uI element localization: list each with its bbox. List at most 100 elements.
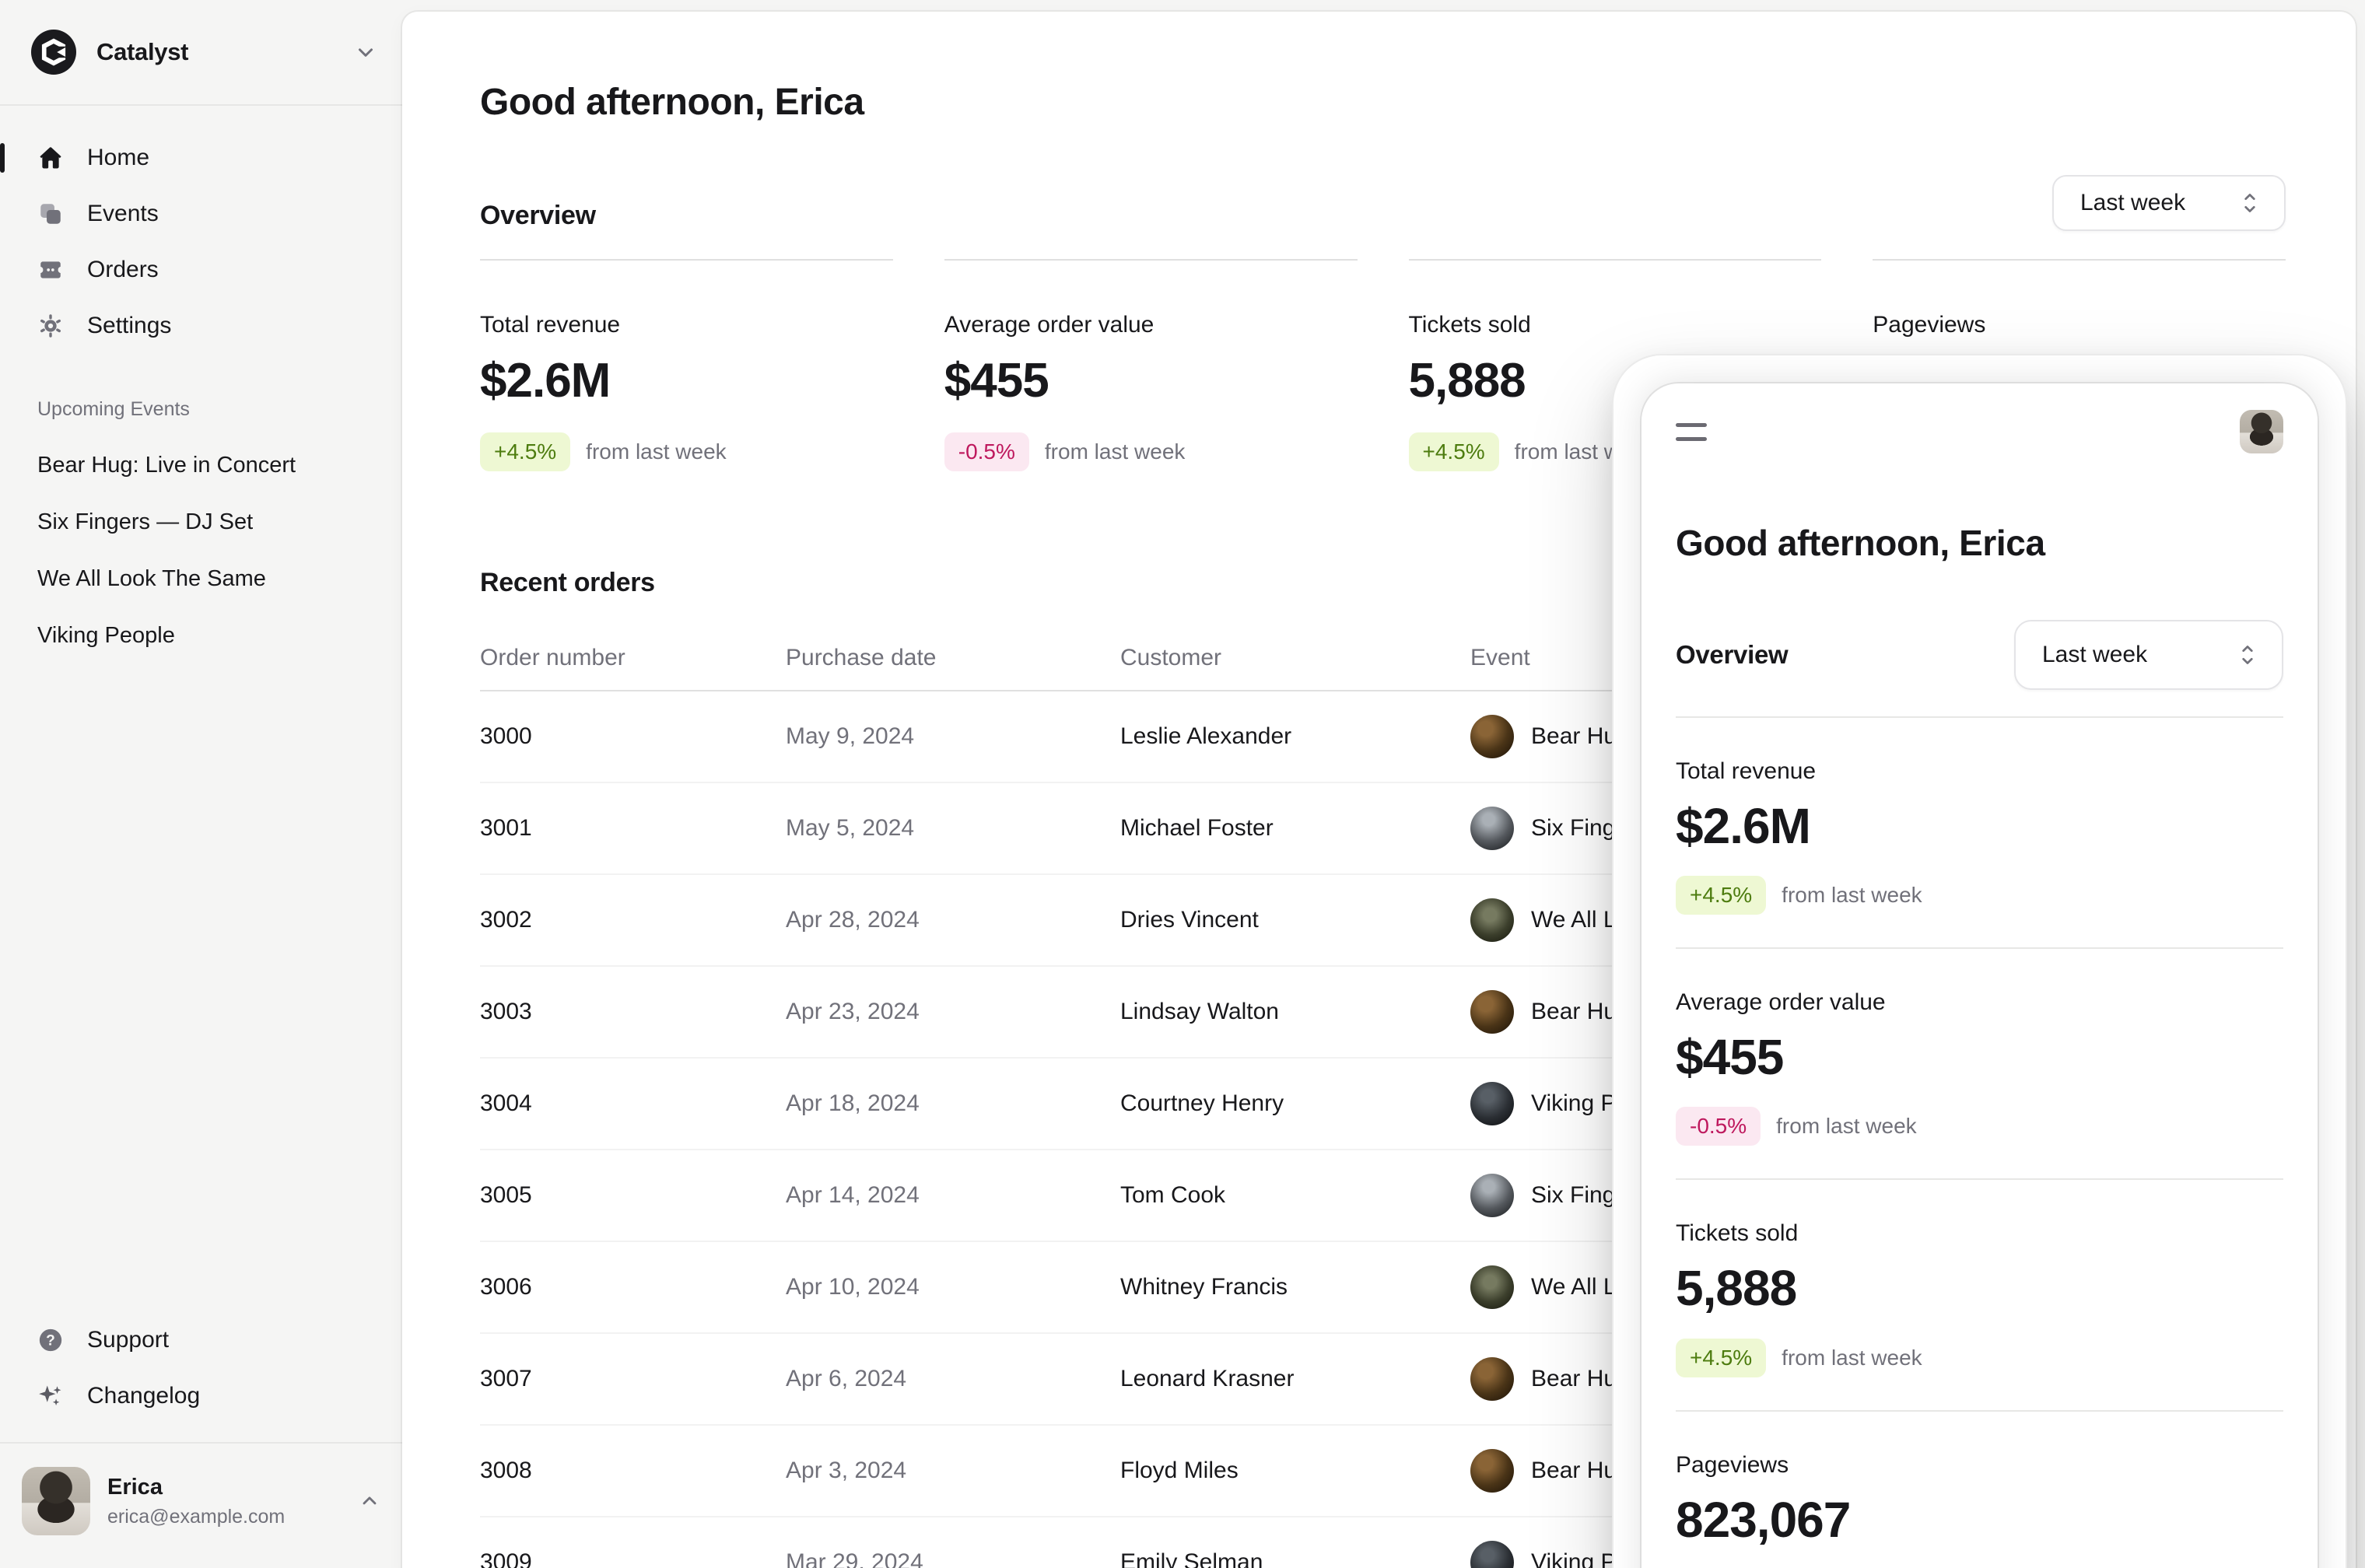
cell-purchase-date: May 5, 2024 [786, 815, 915, 842]
sidebar-item-events[interactable]: Events [12, 190, 390, 238]
stat-value: $455 [1676, 1029, 1784, 1086]
cell-customer: Lindsay Walton [1120, 999, 1279, 1025]
sidebar-nav: Home Events Orders [0, 106, 402, 350]
workspace-switcher[interactable]: Catalyst [31, 30, 377, 75]
stat-label: Tickets sold [1676, 1220, 1799, 1247]
stat-label: Pageviews [1873, 312, 1986, 338]
cell-customer: Leslie Alexander [1120, 723, 1292, 750]
user-avatar[interactable] [2240, 410, 2283, 453]
change-badge: -0.5% [1676, 1107, 1761, 1146]
stat-label: Pageviews [1676, 1451, 1789, 1478]
table-header-row: Order number Purchase date Customer Even… [480, 609, 2286, 692]
workspace-name: Catalyst [96, 38, 189, 65]
cell-purchase-date: Mar 29, 2024 [786, 1549, 923, 1568]
stat-change: +4.5% from last week [1676, 876, 2283, 915]
cell-customer: Tom Cook [1120, 1182, 1226, 1209]
sidebar-header: Catalyst [0, 0, 402, 106]
cell-order-number: 3004 [480, 1090, 532, 1117]
upcoming-events-list: Bear Hug: Live in Concert Six Fingers — … [0, 421, 402, 660]
period-select[interactable]: Last week [2052, 175, 2286, 231]
cell-purchase-date: Apr 3, 2024 [786, 1458, 907, 1484]
cell-purchase-date: Apr 6, 2024 [786, 1366, 907, 1392]
change-badge: +4.5% [1676, 876, 1767, 915]
chevron-updown-icon [2239, 189, 2261, 217]
event-thumbnail [1470, 715, 1514, 759]
user-avatar [22, 1467, 90, 1535]
sidebar-item-settings[interactable]: Settings [12, 302, 390, 350]
stat-value: $2.6M [480, 354, 611, 408]
cell-purchase-date: Apr 14, 2024 [786, 1182, 920, 1209]
stat-label: Total revenue [1676, 758, 1817, 784]
stat-value: 823,067 [1676, 1491, 1851, 1548]
stat-value: 5,888 [1676, 1260, 1797, 1317]
event-thumbnail [1470, 1541, 1514, 1568]
stat-tickets-sold: Tickets sold 5,888 +4.5% from last week [1676, 1180, 2283, 1412]
cell-order-number: 3007 [480, 1366, 532, 1392]
column-header: Purchase date [786, 645, 937, 671]
user-name: Erica [107, 1475, 163, 1500]
sparkles-icon [37, 1383, 64, 1409]
change-badge: +4.5% [480, 432, 571, 472]
period-select-value: Last week [2080, 190, 2186, 215]
mobile-preview-card: Good afternoon, Erica Overview Last week… [1641, 383, 2318, 1568]
sidebar-event-link[interactable]: Six Fingers — DJ Set [37, 509, 254, 534]
sidebar-event-link[interactable]: Bear Hug: Live in Concert [37, 453, 296, 478]
change-note: from last week [1044, 439, 1186, 464]
stat-pageviews: Pageviews 823,067 [1676, 1412, 2283, 1568]
change-badge: -0.5% [944, 432, 1029, 472]
sidebar-event-link[interactable]: Viking People [37, 623, 175, 648]
change-note: from last week [1782, 883, 1922, 908]
overview-heading: Overview [480, 201, 596, 230]
event-thumbnail [1470, 1449, 1514, 1493]
column-header: Customer [1120, 645, 1222, 671]
stat-value: 5,888 [1408, 354, 1526, 408]
period-select[interactable]: Last week [2014, 620, 2283, 690]
sidebar-item-label: Home [87, 145, 150, 170]
column-header: Order number [480, 645, 625, 671]
stat-total-revenue: Total revenue $2.6M +4.5% from last week [1676, 718, 2283, 950]
sidebar-item-label: Events [87, 201, 159, 226]
stat-change: -0.5% from last week [944, 432, 1358, 472]
cell-purchase-date: Apr 23, 2024 [786, 999, 920, 1025]
cell-order-number: 3006 [480, 1274, 532, 1300]
sidebar-spacer [0, 660, 402, 1316]
event-thumbnail [1470, 1357, 1514, 1402]
mobile-navbar [1676, 410, 2283, 453]
stat-change: +4.5% from last week [1676, 1338, 2283, 1377]
sidebar-item-label: Support [87, 1327, 170, 1353]
ticket-icon [37, 257, 64, 283]
home-icon [37, 145, 64, 171]
divider [1676, 716, 2283, 718]
table-row[interactable]: 3008 Apr 3, 2024 Floyd Miles Bear Hug: L… [480, 1426, 2286, 1518]
cell-customer: Floyd Miles [1120, 1458, 1239, 1484]
event-thumbnail [1470, 990, 1514, 1034]
menu-icon[interactable] [1676, 417, 1707, 447]
sidebar-footer-nav: ? Support Changelog [0, 1316, 402, 1442]
question-circle-icon: ? [37, 1327, 64, 1353]
cell-order-number: 3003 [480, 999, 532, 1025]
event-thumbnail [1470, 1174, 1514, 1218]
sidebar-item-label: Settings [87, 313, 172, 338]
cell-purchase-date: May 9, 2024 [786, 723, 915, 750]
sidebar-item-support[interactable]: ? Support [12, 1316, 390, 1364]
sidebar-item-home[interactable]: Home [0, 134, 390, 182]
sidebar-item-orders[interactable]: Orders [12, 246, 390, 294]
cell-customer: Emily Selman [1120, 1549, 1263, 1568]
cell-order-number: 3000 [480, 723, 532, 750]
stat-value: $2.6M [1676, 798, 1811, 854]
change-note: from last week [1776, 1114, 1917, 1139]
chevron-down-icon [354, 40, 377, 64]
sidebar-event-link[interactable]: We All Look The Same [37, 566, 266, 591]
stat-label: Tickets sold [1408, 312, 1531, 338]
cell-customer: Courtney Henry [1120, 1090, 1284, 1117]
square-stack-icon [37, 201, 64, 227]
sidebar: Catalyst Home Events [0, 0, 402, 1568]
user-menu[interactable]: Erica erica@example.com [0, 1442, 402, 1568]
chevron-updown-icon [2237, 641, 2258, 669]
change-badge: +4.5% [1676, 1338, 1767, 1377]
sidebar-item-changelog[interactable]: Changelog [12, 1372, 390, 1420]
catalyst-logo-icon [31, 30, 76, 75]
stat-change: +4.5% from last week [480, 432, 893, 472]
cell-customer: Michael Foster [1120, 815, 1274, 842]
